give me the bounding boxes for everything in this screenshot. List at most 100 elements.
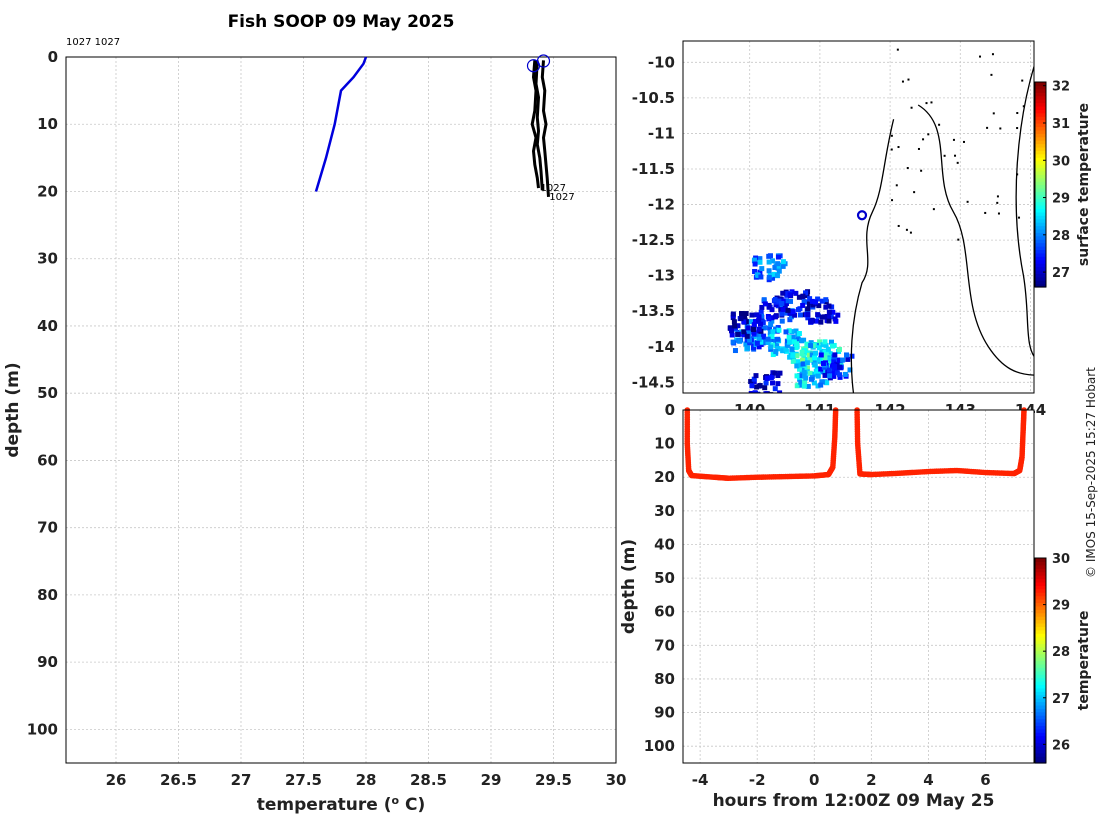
sst-pixel: [779, 311, 785, 317]
transect-colorbar-swatch: [1035, 629, 1046, 634]
sst-pixel: [780, 259, 786, 265]
sst-pixel: [750, 394, 755, 399]
profile-ytick: 90: [37, 653, 58, 671]
transect-ytick: 100: [644, 737, 675, 755]
transect-ytick: 90: [654, 704, 675, 722]
sst-pixel: [785, 307, 791, 313]
map-colorbar-swatch: [1035, 205, 1046, 210]
transect-colorbar-swatch: [1035, 575, 1046, 580]
sst-pixel: [773, 349, 779, 355]
sst-pixel: [755, 272, 761, 278]
sst-pixel: [741, 329, 747, 335]
map-island: [979, 55, 982, 58]
sst-pixel: [847, 367, 853, 373]
sst-pixel: [826, 318, 832, 324]
sst-pixel: [797, 373, 803, 379]
transect-colorbar-swatch: [1035, 670, 1046, 675]
sst-pixel: [805, 383, 811, 389]
sst-pixel: [758, 339, 764, 345]
map-colorbar-frame: [1034, 81, 1047, 288]
sst-pixel: [790, 309, 796, 315]
transect-xlabel: hours from 12:00Z 09 May 25: [713, 791, 995, 811]
transect-colorbar-swatch: [1035, 612, 1046, 617]
sst-pixel: [765, 336, 771, 342]
sst-pixel: [837, 364, 843, 370]
transect-colorbar-swatch: [1035, 749, 1046, 754]
sst-pixel: [738, 316, 744, 322]
transect-colorbar-swatch: [1035, 718, 1046, 723]
sst-pixel: [773, 326, 779, 332]
transect-colorbar-label: temperature: [1076, 611, 1092, 711]
map-colorbar-swatch: [1035, 126, 1046, 131]
sst-pixel: [788, 298, 794, 304]
transect-colorbar-swatch: [1035, 592, 1046, 597]
sst-pixel: [826, 367, 832, 373]
sst-pixel: [810, 302, 816, 308]
sst-pixel: [818, 319, 824, 325]
sst-pixel: [826, 309, 832, 315]
map-ytick: -13: [648, 267, 675, 285]
map-island: [938, 123, 941, 126]
transect-colorbar-swatch: [1035, 674, 1046, 679]
map-colorbar-swatch: [1035, 109, 1046, 114]
map-colorbar-swatch: [1035, 92, 1046, 97]
sst-pixel: [743, 311, 749, 317]
sst-pixel: [809, 298, 815, 304]
sst-pixel: [820, 360, 826, 366]
map-island: [999, 127, 1002, 130]
vessel-position-marker: [856, 210, 868, 221]
map-colorbar-swatch: [1035, 105, 1046, 110]
sst-pixel: [840, 357, 846, 363]
sst-pixel: [754, 340, 760, 346]
sst-pixel: [757, 383, 763, 389]
map-colorbar-swatch: [1035, 177, 1046, 182]
sst-pixel: [812, 355, 818, 361]
map-colorbar-swatch: [1035, 170, 1046, 175]
sst-pixel: [783, 329, 789, 335]
sst-pixel: [817, 339, 823, 345]
sst-pixel: [815, 368, 821, 374]
sst-pixel: [785, 342, 791, 348]
profile-xtick: 28: [356, 771, 377, 789]
profile-top-label: 1027 1027: [66, 37, 120, 48]
sst-pixel: [802, 356, 808, 362]
sst-pixel: [775, 373, 781, 379]
sst-pixel: [837, 374, 843, 380]
sst-pixel: [820, 342, 826, 348]
map-island: [925, 102, 928, 105]
map-island: [920, 169, 923, 172]
map-colorbar-swatch: [1035, 157, 1046, 162]
transect-ytick: 40: [654, 535, 675, 553]
map-colorbar-swatch: [1035, 181, 1046, 186]
map-frame: [682, 40, 1035, 394]
sst-pixel: [802, 366, 808, 372]
sst-pixel: [769, 307, 775, 313]
transect-colorbar-swatch: [1035, 663, 1046, 668]
map-colorbar-swatch: [1035, 102, 1046, 107]
map-colorbar-tick-label: 31: [1052, 117, 1070, 132]
transect-colorbar-swatch: [1035, 581, 1046, 586]
map-island: [913, 191, 916, 194]
sst-pixel: [748, 379, 754, 385]
map-colorbar-swatch: [1035, 194, 1046, 199]
transect-colorbar-swatch: [1035, 711, 1046, 716]
transect-colorbar-swatch: [1035, 646, 1046, 651]
transect-colorbar-swatch: [1035, 650, 1046, 655]
sst-pixel: [791, 355, 797, 361]
transect-colorbar-swatch: [1035, 715, 1046, 720]
map-island: [890, 134, 893, 137]
sst-pixel: [780, 306, 786, 312]
map-colorbar-swatch: [1035, 249, 1046, 254]
sst-pixel: [829, 343, 835, 349]
map-island: [990, 73, 993, 76]
sst-pixel: [831, 358, 837, 364]
sst-pixel: [802, 348, 808, 354]
profile-xtick: 26.5: [160, 771, 197, 789]
map-colorbar-swatch: [1035, 228, 1046, 233]
sst-pixel: [730, 311, 736, 317]
sst-pixel: [775, 254, 781, 260]
map-island: [909, 231, 912, 234]
sst-pixel: [766, 268, 772, 274]
sst-pixel: [758, 332, 764, 338]
sst-pixel: [759, 304, 765, 310]
